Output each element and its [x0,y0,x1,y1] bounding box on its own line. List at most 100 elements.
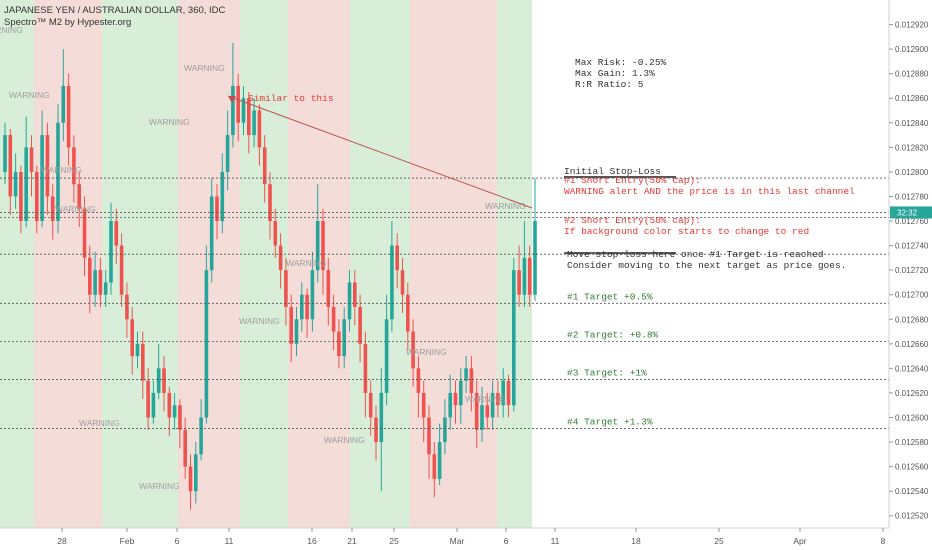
x-tick-label: 18 [631,536,641,546]
candle-body [310,270,315,320]
candle-body [427,417,431,455]
candle-body [13,171,18,197]
candle-body [98,270,103,295]
target2-label: #2 Target: +0.8% [567,329,659,340]
background-band-3 [178,0,240,528]
candle-body [194,454,198,492]
price-axis[interactable]: 0.012920 0.012900 0.012880 0.012860 0.012840… [888,0,932,550]
candlestick-series: WARNING WARNING WARNING WARNING WARNING WARNI… [0,25,537,510]
warning-label: WARNING [41,165,82,175]
candle-body [533,221,537,295]
symbol-title: JAPANESE YEN / AUSTRALIAN DOLLAR, 360, I… [4,5,226,16]
similar-arrow-line [227,95,533,209]
candle-body [215,196,219,222]
background-band-2 [102,0,178,528]
candle-body [443,417,447,443]
candle-body [517,270,521,295]
candle-body [374,417,378,443]
candle-body [368,392,373,418]
warning-label: WARNING [149,117,190,127]
candle-body [231,85,235,136]
x-tick-label: 21 [347,536,357,546]
entry2-note: If background color starts to change to … [564,226,809,237]
candle-body [93,270,97,295]
entry1-label: #1 Short Entry(50% cap): [564,175,701,186]
candle-body [29,147,34,172]
candle-body [522,257,527,295]
candle-body [480,405,484,430]
candle-body [103,282,108,295]
time-axis[interactable]: 28 Feb 6 11 16 21 25 Mar 6 11 18 25 Apr 8 [0,527,932,550]
candle-body [156,368,161,393]
y-tick-label: 0.012880 [895,70,929,79]
y-tick-label: 0.012640 [895,364,929,373]
candle-body [400,270,405,295]
candle-body [289,306,293,344]
x-tick-label: 8 [881,536,886,546]
y-tick-label: 0.012820 [895,143,929,152]
candle-body [363,343,368,393]
warning-label: WARNING [9,90,50,100]
time-axis-bg [0,528,932,550]
candle-body [326,270,331,307]
warning-label: WARNING [485,201,526,211]
candle-body [300,294,304,320]
background-band-8 [497,0,532,528]
x-tick-label: 16 [307,536,317,546]
candle-body [331,306,336,332]
candle-body [257,110,262,148]
x-tick-label: Mar [450,536,465,546]
warning-label: WARNING [465,394,506,404]
candle-body [172,405,177,418]
candle-body [199,417,203,455]
background-band-7 [410,0,497,528]
warning-label: WARNING [324,435,365,445]
warning-label: WARNING [79,418,120,428]
candle-body [204,270,209,418]
y-tick-label: 0.012680 [895,315,929,324]
max-gain-note: Max Gain: 1.3% [575,68,655,79]
trade-plan-overlay: Max Risk: -0.25%Max Gain: 1.3%R:R Ratio:… [0,57,889,429]
candle-body [506,380,511,406]
candle-body [527,257,532,295]
future-area [532,0,889,528]
target4-label: #4 Target +1.3% [567,417,653,428]
y-tick-label: 0.012800 [895,168,929,177]
candle-body [72,147,76,185]
entry1-note: WARNING alert AND the price is in this l… [564,186,855,197]
candle-body [437,442,442,479]
candle-body [395,245,399,271]
candle-body [45,135,50,197]
warning-label: WARNING [239,316,280,326]
background-band-0 [0,0,34,528]
x-tick-label: 28 [57,536,67,546]
stop-loss-label: Initial Stop-Loss [564,166,661,177]
target1-label: #1 Target +0.5% [567,291,653,302]
candle-body [40,135,44,222]
y-tick-label: 0.012700 [895,291,929,300]
y-tick-label: 0.012780 [895,192,929,201]
y-tick-label: 0.012540 [895,487,929,496]
candle-body [337,331,341,357]
candle-body [347,282,352,320]
candle-body [3,135,7,172]
x-tick-label: 11 [225,536,234,546]
y-tick-label: 0.012660 [895,340,929,349]
y-tick-label: 0.012580 [895,438,929,447]
x-tick-label: 25 [714,536,724,546]
candle-body [188,466,193,492]
candle-body [56,122,60,222]
max-risk-note: Max Risk: -0.25% [575,57,667,68]
candle-body [135,343,140,357]
warning-label: WARNING [55,204,96,214]
candle-body [490,392,495,418]
candle-body [321,221,325,271]
candle-body [262,147,267,185]
candle-body [19,171,23,222]
target3-label: #3 Target: +1% [567,367,647,378]
candle-body [141,343,145,381]
candle-body [125,294,129,320]
candle-body [485,405,490,418]
candle-body [209,196,214,271]
